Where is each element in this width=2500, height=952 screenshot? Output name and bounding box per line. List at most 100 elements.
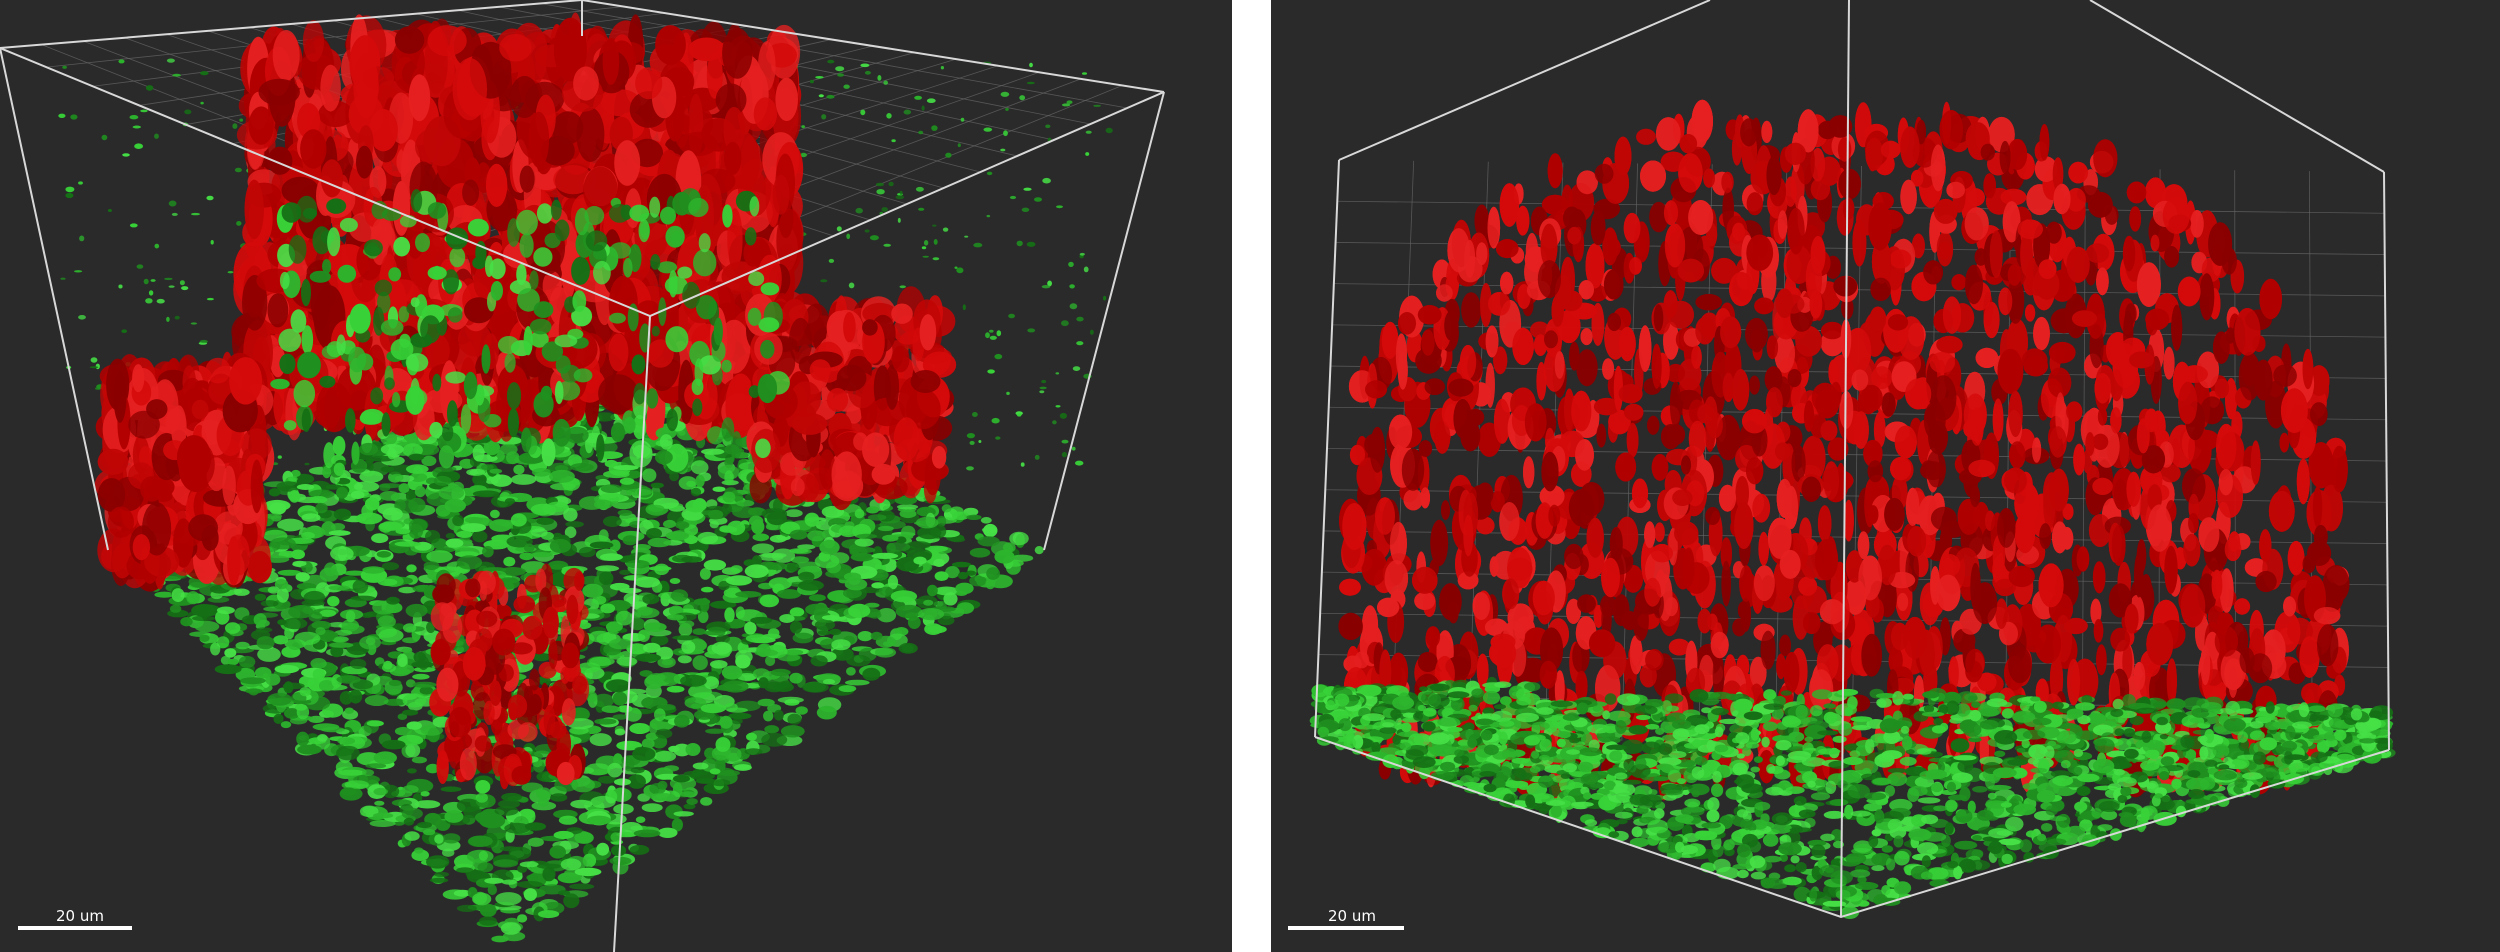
voxel-blob [1034,454,1040,460]
voxel-blob [122,153,130,157]
voxel-blob [148,290,154,296]
voxel-blob [748,515,764,527]
voxel-blob [273,713,284,725]
voxel-blob [405,743,421,758]
voxel-blob [805,603,829,616]
voxel-blob [140,109,148,113]
voxel-blob [150,279,156,282]
voxel-blob [557,890,571,896]
voxel-blob [972,412,978,417]
voxel-blob [933,239,938,245]
voxel-blob [503,556,516,567]
voxel-blob [949,506,964,516]
voxel-blob [724,702,738,712]
voxel-blob [184,109,192,115]
voxel-blob [798,580,824,591]
voxel-blob [174,315,180,320]
voxel-blob [994,353,1003,360]
voxel-blob [642,593,660,605]
voxel-blob [181,286,189,291]
voxel-blob [210,240,214,245]
voxel-blob [1066,100,1073,104]
voxel-blob [107,209,112,212]
voxel-blob [337,737,356,745]
voxel-blob [681,556,703,563]
voxel-blob [848,282,855,289]
voxel-blob [817,630,832,636]
voxel-blob [350,490,365,500]
voxel-blob [675,521,690,530]
voxel-blob [753,97,778,131]
voxel-blob [244,179,264,240]
voxel-blob [206,297,214,301]
voxel-blob [981,526,998,534]
voxel-blob [1081,72,1088,75]
voxel-blob [679,620,695,628]
voxel-blob [777,696,804,704]
voxel-blob [205,357,231,384]
voxel-blob [1005,107,1009,111]
voxel-blob [613,803,634,815]
voxel-blob [490,509,500,519]
voxel-blob [608,333,629,372]
voxel-blob [883,243,891,247]
voxel-blob [444,498,467,513]
voxel-blob [366,720,384,727]
voxel-blob [666,685,685,693]
voxel-blob [789,548,809,554]
voxel-blob [602,38,620,85]
voxel-blob [702,630,726,636]
voxel-blob [378,521,403,531]
voxel-blob [703,676,720,690]
voxel-blob [635,67,663,100]
voxel-blob [730,565,743,574]
voxel-blob [1020,462,1025,467]
voxel-blob [78,181,83,185]
voxel-blob [962,304,966,311]
voxel-blob [843,84,850,89]
voxel-blob [210,642,221,656]
voxel-blob [527,837,544,847]
voxel-blob [668,745,680,753]
voxel-blob [490,474,513,487]
voxel-blob [877,75,882,81]
voxel-blob [235,641,250,650]
voxel-blob [350,595,376,601]
voxel-blob [353,52,379,119]
voxel-blob [191,399,209,420]
voxel-blob [70,114,78,120]
voxel-blob [857,631,873,642]
voxel-blob [1008,313,1015,319]
voxel-blob [315,502,328,514]
voxel-blob [633,607,660,619]
voxel-blob [923,599,934,606]
voxel-blob [874,647,897,658]
voxel-blob [877,525,894,532]
voxel-blob [1026,241,1036,247]
voxel-blob [641,803,663,812]
voxel-blob [309,496,328,504]
voxel-blob [933,558,945,568]
voxel-blob [846,667,856,676]
voxel-blob [854,508,865,519]
voxel-blob [918,130,924,135]
voxel-blob [804,512,820,527]
voxel-blob [425,530,441,544]
voxel-blob [642,468,657,483]
voxel-blob [956,267,964,274]
voxel-blob [589,733,612,747]
voxel-blob [586,815,612,825]
voxel-blob [272,30,300,81]
voxel-blob [238,655,256,668]
voxel-blob [977,536,1000,547]
voxel-blob [829,628,842,636]
voxel-blob [789,607,805,617]
voxel-blob [479,813,506,829]
voxel-blob [402,785,419,794]
voxel-blob [603,470,630,479]
voxel-blob [257,646,281,662]
voxel-blob [761,732,788,747]
voxel-blob [786,562,800,572]
voxel-blob [199,634,210,642]
voxel-blob [558,815,578,825]
